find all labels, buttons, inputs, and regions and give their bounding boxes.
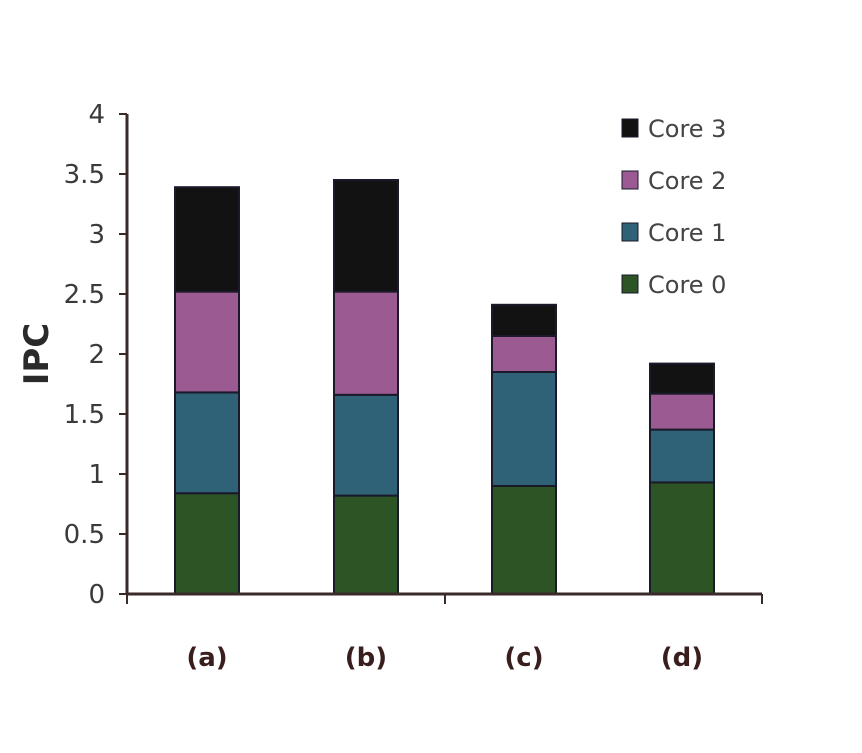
y-tick-label: 3 xyxy=(88,220,105,250)
x-ticks-group xyxy=(126,594,763,604)
bar-segment-core-1-2 xyxy=(333,393,399,497)
legend-label-core-0: Core 0 xyxy=(648,271,726,299)
bar-segment-core-3-1 xyxy=(174,186,240,293)
legend: Core 3 Core 2 Core 1 Core 0 xyxy=(621,115,726,299)
y-tick-label: 1.5 xyxy=(64,400,105,430)
bar-segment-core-0-3 xyxy=(491,485,557,595)
bar-segment-core-3-2 xyxy=(333,179,399,293)
bar-segment-core-2-3 xyxy=(491,335,557,373)
bar-segment-core-0-2 xyxy=(333,494,399,596)
bar-segment-core-1-3 xyxy=(491,371,557,487)
y-ticks-group: 0 0.5 1 1.5 2 2.5 3 3.5 4 xyxy=(64,100,127,610)
y-tick-label: 3.5 xyxy=(64,160,105,190)
legend-swatch-core-0 xyxy=(621,274,639,294)
y-tick-label: 0 xyxy=(88,580,105,610)
bars-group xyxy=(174,179,715,596)
y-axis-label: IPC xyxy=(17,323,57,386)
x-category-label: (d) xyxy=(661,643,703,673)
legend-label-core-3: Core 3 xyxy=(648,115,726,143)
legend-swatch-core-2 xyxy=(621,170,639,190)
y-tick-label: 0.5 xyxy=(64,520,105,550)
y-tick-label: 2 xyxy=(88,340,105,370)
bar-segment-core-1-1 xyxy=(174,391,240,495)
bar-segment-core-2-4 xyxy=(649,392,715,431)
legend-swatch-core-1 xyxy=(621,222,639,242)
bar-segment-core-0-1 xyxy=(174,492,240,596)
x-category-label: (c) xyxy=(504,643,543,673)
bar-segment-core-3-3 xyxy=(491,303,557,337)
x-labels-group: (a) (b) (c) (d) xyxy=(186,643,703,673)
bar-segment-core-2-2 xyxy=(333,290,399,396)
bar-segment-core-2-1 xyxy=(174,290,240,394)
legend-label-core-1: Core 1 xyxy=(648,219,726,247)
y-tick-label: 4 xyxy=(88,100,105,130)
y-tick-label: 2.5 xyxy=(64,280,105,310)
y-tick-label: 1 xyxy=(88,460,105,490)
x-category-label: (a) xyxy=(186,643,227,673)
bar-segment-core-3-4 xyxy=(649,362,715,395)
bar-segment-core-1-4 xyxy=(649,428,715,484)
legend-swatch-core-3 xyxy=(621,118,639,138)
bar-segment-core-0-4 xyxy=(649,481,715,595)
x-category-label: (b) xyxy=(345,643,387,673)
legend-label-core-2: Core 2 xyxy=(648,167,726,195)
